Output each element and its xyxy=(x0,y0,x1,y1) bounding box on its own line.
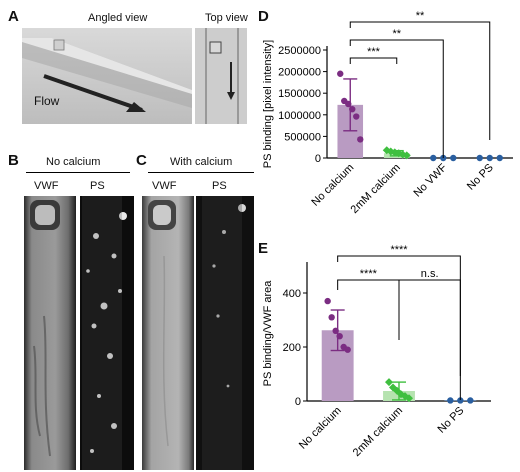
c-vwf-image xyxy=(142,196,194,470)
channel-wall xyxy=(22,38,192,108)
data-point xyxy=(332,327,339,334)
b-ps-spots xyxy=(86,212,127,453)
panel-d-letter: D xyxy=(258,8,269,25)
panel-c-title: With calcium xyxy=(170,156,233,168)
panel-e-letter: E xyxy=(258,240,269,257)
c-ps-image xyxy=(196,196,254,470)
data-point xyxy=(476,154,483,162)
y-axis-label: PS binding/VWF area xyxy=(262,280,274,387)
flow-arrow-head xyxy=(126,102,146,112)
panel-b-micrographs xyxy=(24,196,134,470)
y-tick-label: 0 xyxy=(295,396,301,408)
data-point xyxy=(447,397,454,404)
significance-bracket xyxy=(349,57,398,64)
top-view-illustration xyxy=(195,28,247,124)
x-tick-label: No calcium xyxy=(297,405,344,452)
panel-b-vwf-label: VWF xyxy=(34,180,59,192)
c-vwf-fibers xyxy=(162,255,169,447)
significance-label: *** xyxy=(367,46,381,58)
y-tick-label: 1000000 xyxy=(278,110,321,122)
significance-label: ** xyxy=(392,28,401,40)
x-tick-label: No VWF xyxy=(411,161,449,199)
significance-bracket xyxy=(398,279,461,400)
data-point xyxy=(385,378,393,387)
data-point xyxy=(353,113,360,120)
b-ps-haze xyxy=(82,196,122,470)
chart-e: 0 200 400 PS binding/VWF area No calcium 2mM … xyxy=(262,244,491,459)
data-point xyxy=(430,154,437,162)
flow-arrow-shaft xyxy=(43,74,143,112)
c-vwf-cube xyxy=(153,205,171,225)
panel-b-rule xyxy=(26,172,130,173)
y-tick-label: 500000 xyxy=(284,131,321,143)
data-point xyxy=(486,154,493,162)
y-axis-label: PS binding [pixel intensity] xyxy=(262,40,274,168)
channel-edge xyxy=(22,38,192,94)
y-tick-label: 2000000 xyxy=(278,67,321,79)
data-point xyxy=(457,397,464,404)
panel-c-vwf-label: VWF xyxy=(152,180,177,192)
device-cube xyxy=(53,39,65,51)
data-point xyxy=(450,154,457,162)
panel-b-title: No calcium xyxy=(46,156,101,168)
top-view-cube xyxy=(209,41,222,54)
panel-c-micrographs xyxy=(142,196,254,470)
x-tick-label: No PS xyxy=(465,162,496,193)
data-point xyxy=(324,297,331,305)
significance-bracket xyxy=(349,21,491,140)
y-tick-label: 400 xyxy=(283,288,301,300)
y-tick-label: 200 xyxy=(283,342,301,354)
data-point xyxy=(357,136,364,143)
x-tick-label: 2mM calcium xyxy=(351,405,405,459)
significance-bracket xyxy=(349,39,444,158)
y-tick-label: 1500000 xyxy=(278,88,321,100)
b-vwf-image xyxy=(24,196,76,470)
significance-bracket xyxy=(337,255,461,376)
significance-label: **** xyxy=(360,268,378,280)
data-point xyxy=(344,346,351,353)
chart-d: 0 500000 1000000 1500000 2000000 2500000 PS bi… xyxy=(262,10,513,216)
panel-c-rule xyxy=(148,172,254,173)
significance-label: ** xyxy=(416,10,425,22)
c-ps-spots xyxy=(212,204,246,388)
x-tick-label: No PS xyxy=(435,405,466,436)
y-tick-label: 2500000 xyxy=(278,45,321,57)
data-point xyxy=(336,333,343,340)
data-point xyxy=(405,394,413,403)
b-vwf-cube xyxy=(35,205,55,225)
angled-view-illustration xyxy=(22,28,192,124)
x-tick-label: 2mM calcium xyxy=(349,162,403,216)
data-point xyxy=(496,154,503,162)
data-point xyxy=(467,397,474,404)
c-ps-haze xyxy=(202,196,242,470)
data-point xyxy=(349,105,356,113)
data-point xyxy=(337,70,344,77)
b-vwf-fibers xyxy=(33,315,51,457)
panel-b-ps-label: PS xyxy=(90,180,105,192)
data-point xyxy=(402,151,411,160)
data-point xyxy=(401,392,409,401)
b-ps-image xyxy=(80,196,134,470)
significance-label: n.s. xyxy=(421,268,439,280)
top-view-label: Top view xyxy=(205,12,248,24)
x-tick-label: No calcium xyxy=(309,162,356,209)
significance-label: **** xyxy=(390,244,408,256)
panel-c-ps-label: PS xyxy=(212,180,227,192)
y-tick-label: 0 xyxy=(315,153,321,165)
data-point xyxy=(345,100,352,108)
top-view-arrow-head xyxy=(227,92,235,100)
angled-view-label: Angled view xyxy=(88,12,148,24)
data-point xyxy=(328,314,335,321)
flow-label: Flow xyxy=(34,94,60,108)
panel-c-letter: C xyxy=(136,152,147,169)
panel-b-letter: B xyxy=(8,152,19,169)
panel-a-letter: A xyxy=(8,8,19,25)
